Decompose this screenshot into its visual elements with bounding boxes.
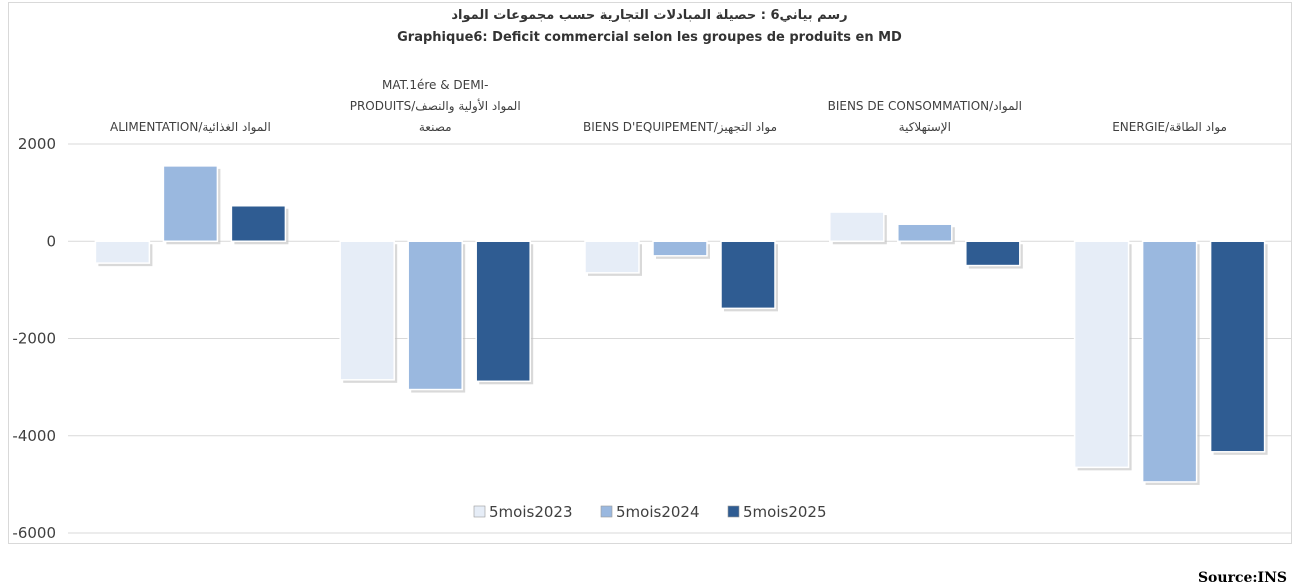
y-tick-label: 0 bbox=[46, 232, 56, 250]
legend-label: 5mois2025 bbox=[743, 503, 827, 521]
chart-title-arabic: رسم بياني6 : حصيلة المبادلات التجارية حس… bbox=[451, 8, 848, 23]
bar-5mois2023-4 bbox=[1073, 240, 1130, 469]
chart-frame bbox=[8, 2, 1292, 544]
legend-label: 5mois2023 bbox=[489, 503, 573, 521]
y-tick-label: -6000 bbox=[12, 524, 56, 542]
legend-label: 5mois2024 bbox=[616, 503, 700, 521]
bar-5mois2025-3 bbox=[965, 240, 1021, 267]
bar-5mois2023-3 bbox=[829, 211, 885, 242]
source-note: Source:INS bbox=[1197, 570, 1287, 586]
bar-5mois2024-4 bbox=[1141, 240, 1198, 483]
bar-5mois2023-2 bbox=[584, 240, 640, 274]
y-tick-label: 2000 bbox=[18, 135, 56, 153]
bar-5mois2025-1 bbox=[475, 240, 531, 383]
category-label: ENERGIE/مواد الطاقة bbox=[1112, 120, 1227, 135]
category-label: BIENS D'EQUIPEMENT/مواد التجهيز bbox=[583, 120, 777, 135]
y-tick-label: -2000 bbox=[12, 330, 56, 348]
bar-5mois2025-2 bbox=[720, 240, 776, 310]
category-label: PRODUITS/المواد الأولية والنصف bbox=[350, 98, 521, 114]
chart-title-french: Graphique6: Deficit commercial selon les… bbox=[397, 30, 902, 45]
bar-5mois2024-0 bbox=[162, 165, 219, 243]
bar-5mois2025-4 bbox=[1209, 240, 1266, 453]
legend-swatch bbox=[600, 505, 613, 518]
category-label: BIENS DE CONSOMMATION/المواد bbox=[828, 99, 1022, 114]
bar-5mois2024-3 bbox=[897, 223, 953, 242]
bar-5mois2024-2 bbox=[652, 240, 708, 257]
category-label: ALIMENTATION/المواد الغذائية bbox=[110, 120, 271, 135]
category-label: MAT.1ére & DEMI- bbox=[382, 78, 488, 92]
category-label: مصنعة bbox=[419, 120, 452, 134]
bar-5mois2023-1 bbox=[339, 240, 395, 381]
bar-5mois2023-0 bbox=[94, 240, 151, 264]
bar-5mois2024-1 bbox=[407, 240, 463, 391]
legend-swatch bbox=[727, 505, 740, 518]
category-label: الإستهلاكية bbox=[899, 120, 951, 134]
legend-swatch bbox=[473, 505, 486, 518]
y-tick-label: -4000 bbox=[12, 427, 56, 445]
bar-5mois2025-0 bbox=[230, 205, 287, 243]
